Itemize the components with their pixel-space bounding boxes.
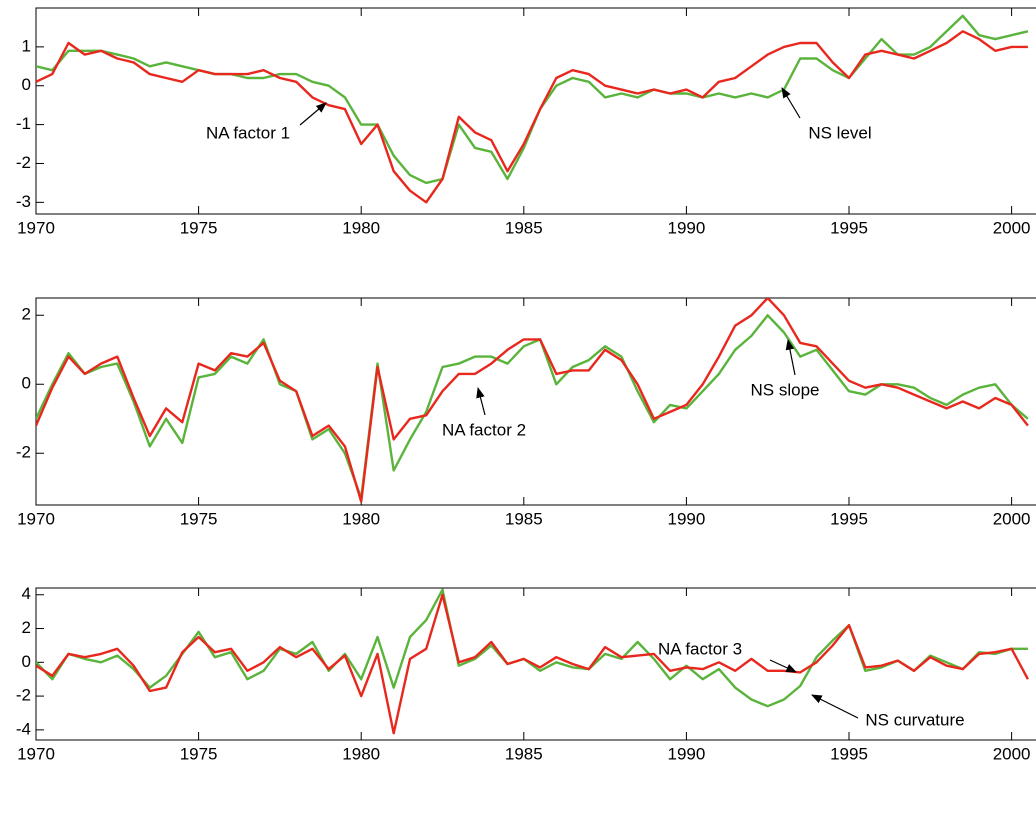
annotation-arrow — [781, 87, 801, 119]
x-tick-label: 1990 — [667, 744, 705, 763]
x-tick-label: 1970 — [17, 744, 55, 763]
series-label: NS slope — [751, 380, 820, 399]
data-line — [36, 593, 1029, 735]
series-label: NS level — [808, 123, 871, 142]
annotation-arrow — [811, 694, 859, 719]
y-tick-label: -2 — [16, 686, 31, 705]
x-tick-label: 1975 — [180, 509, 218, 528]
data-line — [36, 30, 1028, 204]
x-tick-label: 2000 — [993, 218, 1031, 237]
y-tick-label: 4 — [22, 584, 31, 603]
annotation-arrow — [476, 386, 486, 416]
x-tick-label: 1980 — [342, 218, 380, 237]
series-label: NA factor 1 — [206, 123, 290, 142]
data-line — [36, 298, 1029, 503]
series-label: NS curvature — [865, 710, 964, 729]
data-line — [36, 314, 1029, 500]
series-label: NA factor 2 — [442, 420, 526, 439]
data-line — [36, 14, 1029, 185]
y-tick-label: 1 — [22, 36, 31, 55]
annotation-arrow — [785, 338, 796, 376]
x-tick-label: 1995 — [830, 509, 868, 528]
annotation-arrow — [299, 102, 327, 126]
y-tick-label: -1 — [16, 114, 31, 133]
x-tick-label: 1995 — [830, 744, 868, 763]
frame — [35, 297, 1036, 506]
x-tick-label: 1985 — [505, 218, 543, 237]
x-tick-label: 1970 — [17, 509, 55, 528]
x-tick-label: 1970 — [17, 218, 55, 237]
data-line — [36, 588, 1028, 708]
y-tick-label: -2 — [16, 443, 31, 462]
y-tick-label: -3 — [16, 192, 31, 211]
x-tick-label: 1985 — [505, 744, 543, 763]
y-tick-label: -4 — [16, 719, 31, 738]
x-tick-label: 1980 — [342, 509, 380, 528]
y-tick-label: 2 — [22, 305, 31, 324]
y-tick-label: 2 — [22, 618, 31, 637]
x-tick-label: 2000 — [993, 509, 1031, 528]
y-tick-label: -2 — [16, 153, 31, 172]
x-tick-label: 1995 — [830, 218, 868, 237]
y-tick-label: 0 — [22, 75, 31, 94]
y-tick-label: 0 — [22, 374, 31, 393]
x-tick-label: 1990 — [667, 509, 705, 528]
x-tick-label: 2000 — [993, 744, 1031, 763]
frame — [35, 7, 1036, 215]
x-tick-label: 1980 — [342, 744, 380, 763]
x-tick-label: 1975 — [180, 744, 218, 763]
x-tick-label: 1985 — [505, 509, 543, 528]
x-tick-label: 1990 — [667, 218, 705, 237]
series-label: NA factor 3 — [658, 639, 742, 658]
y-tick-label: 0 — [22, 652, 31, 671]
annotation-arrow — [769, 659, 797, 673]
x-tick-label: 1975 — [180, 218, 218, 237]
